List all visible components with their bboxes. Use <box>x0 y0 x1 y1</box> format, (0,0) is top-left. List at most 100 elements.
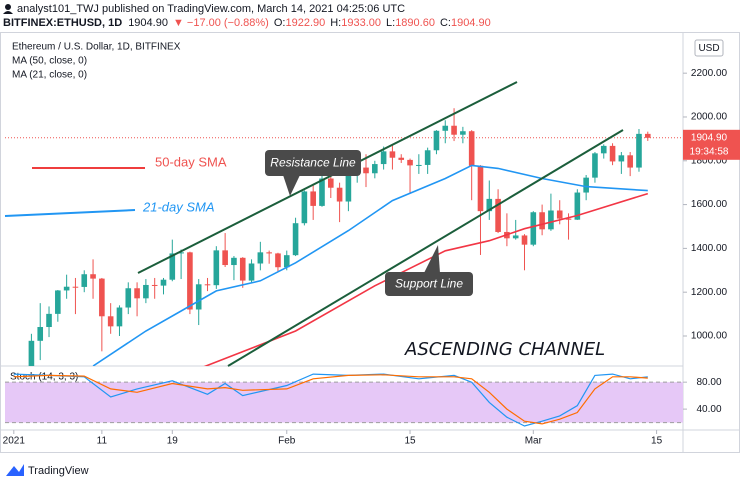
candle-body <box>116 307 123 327</box>
candle-body <box>266 252 272 254</box>
candle-body <box>169 253 176 280</box>
candle-body <box>345 171 352 202</box>
published-line: analyst101_TWJ published on TradingView.… <box>17 3 405 15</box>
candle-body <box>275 253 281 268</box>
sma21-marker <box>4 209 136 217</box>
candle-body <box>301 191 308 224</box>
channel-lower <box>227 129 624 367</box>
ohlc-value: 1890.60 <box>395 17 435 29</box>
candle-body <box>407 159 413 166</box>
price: 1904.90 <box>128 17 168 29</box>
candle-body <box>310 191 316 206</box>
candle-body <box>81 274 88 287</box>
ohlc-key: L: <box>386 17 395 29</box>
x-tick-label: 2021 <box>3 436 26 447</box>
candle-body <box>107 316 114 327</box>
candle-body <box>125 288 132 308</box>
candle-body <box>204 284 211 286</box>
legend-entry: MA (21, close, 0) <box>12 70 87 81</box>
candle-body <box>187 252 193 310</box>
candle-body <box>618 155 625 162</box>
stoch-tick-label: 40.00 <box>696 404 721 415</box>
y-tick-label: 1600.00 <box>691 199 728 210</box>
user-icon-body <box>3 11 13 14</box>
candle-body <box>521 235 528 245</box>
candle-body <box>433 130 440 151</box>
brand: TradingView <box>28 465 89 477</box>
candle-body <box>574 192 581 220</box>
candle-body <box>460 131 466 135</box>
legend-entry: MA (50, close, 0) <box>12 56 87 67</box>
last-price-box <box>683 129 740 160</box>
candle-body <box>292 223 299 256</box>
currency: USD <box>698 43 719 54</box>
chart-title: Ethereum / U.S. Dollar, 1D, BITFINEX <box>12 42 181 53</box>
callout-pointer <box>283 175 300 196</box>
candle-body <box>239 257 246 281</box>
ohlc-key: O: <box>274 17 286 29</box>
x-tick-label: Mar <box>525 436 543 447</box>
callout-box <box>265 150 361 176</box>
candle-body <box>600 145 607 154</box>
candle-body <box>416 164 422 166</box>
y-tick-label: 1400.00 <box>691 243 728 254</box>
ohlc-key: H: <box>330 17 341 29</box>
candle-body <box>222 250 228 266</box>
candle-body <box>495 198 501 232</box>
y-tick-label: 2000.00 <box>691 112 728 123</box>
callout-box <box>385 272 473 296</box>
candle-body <box>486 198 493 212</box>
candle-body <box>72 286 79 288</box>
x-tick-label: Feb <box>278 436 296 447</box>
candle-body <box>512 235 519 239</box>
candle-body <box>327 178 334 188</box>
candle-body <box>336 187 343 202</box>
candle-body <box>257 252 264 264</box>
candle-body <box>556 210 563 219</box>
candle-body <box>468 131 475 166</box>
last-price-label: 1904.90 <box>691 132 728 143</box>
channel-upper <box>137 81 518 274</box>
annotation: Support Line <box>395 277 463 291</box>
annotation: Resistance Line <box>270 156 356 170</box>
y-tick-label: 1200.00 <box>691 287 728 298</box>
candle-body <box>319 178 325 206</box>
stoch-line <box>13 373 648 427</box>
stoch-line <box>13 374 648 425</box>
ohlc-value: 1904.90 <box>451 17 491 29</box>
candle-body <box>195 284 202 310</box>
candle-body <box>451 125 457 135</box>
candle-body <box>213 250 220 286</box>
moving-average <box>92 164 648 366</box>
candle-body <box>539 212 545 230</box>
candle-body <box>389 151 396 158</box>
ohlc-value: 1922.90 <box>285 17 325 29</box>
symbol: BITFINEX:ETHUSD, 1D <box>3 17 122 29</box>
candle-body <box>231 257 237 266</box>
candle-body <box>178 252 184 254</box>
candle-body <box>363 167 369 174</box>
currency-box[interactable] <box>694 39 724 57</box>
x-tick-label: 15 <box>404 436 416 447</box>
candle-body <box>424 150 431 165</box>
callout-pointer <box>424 245 440 273</box>
ohlc-value: 1933.00 <box>341 17 381 29</box>
candle-body <box>37 327 44 341</box>
stoch-band <box>5 382 683 423</box>
candle-body <box>609 145 616 162</box>
y-tick-label: 1000.00 <box>691 331 728 342</box>
candle-body <box>477 165 484 212</box>
candle-body <box>90 274 96 279</box>
brand-logo <box>6 464 24 476</box>
candle-body <box>583 177 589 193</box>
candle-body <box>627 155 633 168</box>
annotation: 21-day SMA <box>142 199 215 214</box>
stoch-title: Stoch (14, 3, 3) <box>10 372 78 383</box>
stoch-tick-label: 80.00 <box>696 377 721 388</box>
candle-body <box>28 340 35 366</box>
candle-body <box>548 210 554 230</box>
x-tick-label: 15 <box>651 436 663 447</box>
candle-body <box>442 125 449 131</box>
y-tick-label: 1800.00 <box>691 155 728 166</box>
